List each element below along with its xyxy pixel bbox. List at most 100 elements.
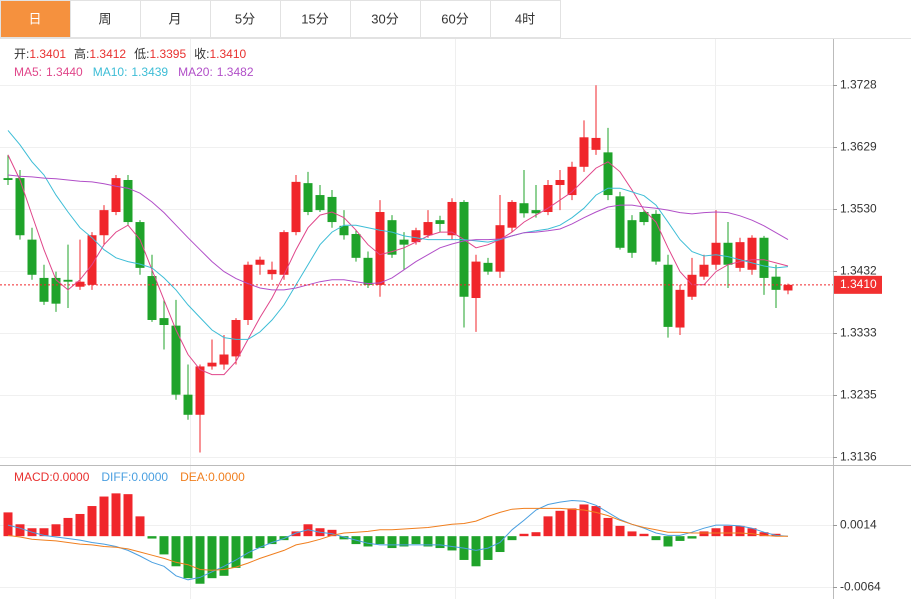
candle-body	[627, 220, 637, 253]
candle-body	[435, 220, 445, 224]
tab-label[interactable]: 30分	[371, 11, 398, 26]
candle-body	[663, 264, 673, 327]
tab-label[interactable]: 日	[28, 11, 41, 26]
candle-body	[723, 242, 733, 265]
candle-body	[555, 179, 565, 186]
legend-text: MA10:	[93, 65, 128, 79]
tab[interactable]	[280, 0, 351, 38]
legend-text: 0.0000	[131, 470, 168, 484]
legend-text: 1.3410	[209, 47, 246, 61]
candle-body	[291, 181, 301, 233]
candle-body	[99, 210, 109, 236]
legend-text: 1.3412	[89, 47, 126, 61]
macd-bar	[531, 532, 541, 537]
macd-line	[7, 499, 789, 581]
candle-body	[471, 261, 481, 299]
legend-text: 开:	[14, 47, 29, 61]
candle-body	[399, 239, 409, 245]
macd-bar	[747, 528, 757, 537]
tab-label[interactable]: 月	[168, 11, 181, 26]
macd-bar	[123, 494, 133, 537]
y-tick-label: 0.0014	[840, 518, 877, 532]
candle-body	[327, 196, 337, 223]
macd-bar	[735, 525, 745, 537]
macd-bar	[39, 528, 49, 537]
macd-bar	[675, 536, 685, 541]
candle-body	[423, 222, 433, 236]
macd-bar	[219, 536, 229, 576]
candle-body	[39, 277, 49, 302]
tab[interactable]	[70, 0, 141, 38]
tab[interactable]	[420, 0, 491, 38]
candle-body	[711, 242, 721, 265]
tab-label[interactable]: 周	[98, 11, 111, 26]
y-tick-label: 1.3136	[840, 450, 877, 464]
tab[interactable]	[490, 0, 561, 38]
tab[interactable]	[350, 0, 421, 38]
macd-bar	[699, 531, 709, 537]
candle-body	[51, 277, 61, 304]
y-tick-label: 1.3629	[840, 140, 877, 154]
candle-body	[63, 279, 73, 282]
tab-label[interactable]: 15分	[301, 11, 328, 26]
legend-text: 高:	[74, 46, 89, 61]
legend-text: DIFF:	[101, 470, 131, 484]
tab[interactable]	[140, 0, 211, 38]
tab-label[interactable]: 60分	[441, 11, 468, 26]
macd-bar	[495, 536, 505, 553]
macd-bar	[723, 525, 733, 537]
candle-body	[171, 325, 181, 395]
macd-bar	[663, 536, 673, 547]
macd-bar	[567, 508, 577, 537]
legend-text: 0.0000	[53, 470, 90, 484]
last-price-label: 1.3410	[840, 277, 877, 291]
candle-body	[531, 210, 541, 214]
candle-body	[747, 237, 757, 270]
macd-bar	[195, 536, 205, 584]
last-price-box	[834, 275, 882, 294]
macd-bar	[87, 506, 97, 537]
candle-body	[483, 262, 493, 272]
candle-body	[255, 259, 265, 265]
macd-bar	[327, 529, 337, 537]
candle-body	[507, 201, 517, 228]
candle-body	[231, 319, 241, 357]
macd-bar	[399, 536, 409, 547]
ma-line	[7, 154, 789, 376]
legend-text: 1.3395	[149, 47, 186, 61]
tab[interactable]	[210, 0, 281, 38]
candle-body	[519, 203, 529, 214]
candle-body	[735, 242, 745, 268]
candle-body	[339, 225, 349, 236]
tab-label[interactable]: 5分	[235, 11, 255, 26]
macd-bar	[603, 517, 613, 537]
macd-bar	[759, 532, 769, 537]
macd-bar	[555, 510, 565, 537]
macd-bar	[627, 531, 637, 537]
candle-body	[567, 166, 577, 196]
macd-bar	[111, 493, 121, 537]
legend-text: 收:	[194, 47, 209, 61]
candle-body	[459, 201, 469, 297]
macd-bar	[423, 536, 433, 547]
candle-body	[3, 178, 13, 180]
legend-text: DEA:	[180, 470, 208, 484]
candle-body	[675, 289, 685, 328]
macd-line	[7, 507, 788, 571]
macd-bar	[243, 536, 253, 559]
candle-body	[615, 196, 625, 248]
candle-body	[591, 137, 601, 150]
macd-bar	[231, 536, 241, 568]
legend-text: 0.0000	[208, 470, 245, 484]
macd-bar	[471, 536, 481, 567]
candle-body	[351, 233, 361, 258]
legend-text: 1.3401	[29, 47, 66, 61]
macd-bar	[159, 536, 169, 555]
tab-label[interactable]: 4时	[515, 11, 535, 26]
candle-body	[159, 318, 169, 326]
candle-body	[639, 212, 649, 223]
macd-bar	[15, 524, 25, 537]
candle-body	[495, 225, 505, 272]
macd-bar	[51, 524, 61, 537]
legend-text: 1.3440	[46, 65, 83, 79]
